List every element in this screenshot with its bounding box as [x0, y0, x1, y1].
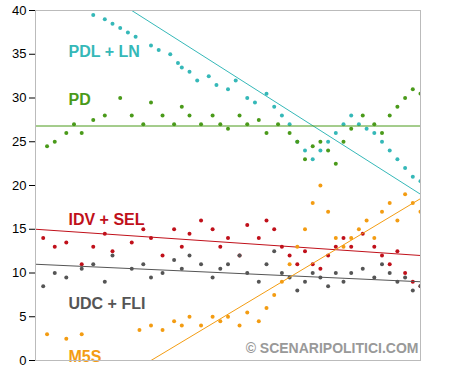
svg-text:PD: PD	[69, 91, 91, 108]
svg-text:0: 0	[19, 353, 26, 368]
svg-text:40: 40	[12, 3, 26, 18]
svg-text:10: 10	[12, 265, 26, 280]
svg-text:5: 5	[19, 309, 26, 324]
svg-text:25: 25	[12, 134, 26, 149]
svg-text:20: 20	[12, 178, 26, 193]
svg-text:PDL + LN: PDL + LN	[69, 43, 140, 60]
svg-text:30: 30	[12, 90, 26, 105]
svg-text:© SCENARIPOLITICI.COM: © SCENARIPOLITICI.COM	[246, 340, 419, 356]
svg-text:IDV + SEL: IDV + SEL	[69, 211, 145, 228]
svg-text:UDC + FLI: UDC + FLI	[69, 295, 146, 312]
svg-text:35: 35	[12, 46, 26, 61]
svg-text:15: 15	[12, 221, 26, 236]
svg-text:M5S: M5S	[69, 348, 102, 365]
